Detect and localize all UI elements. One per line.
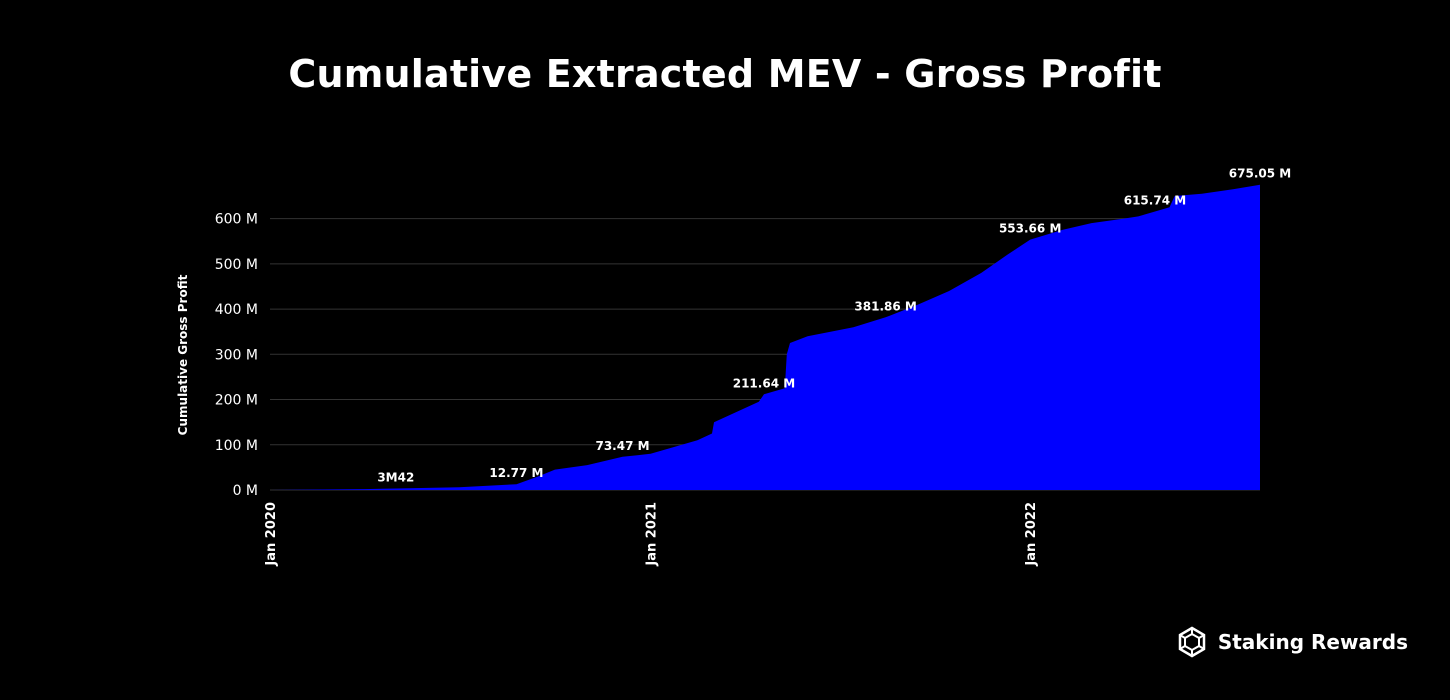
x-tick-label: Jan 2021 — [645, 502, 660, 567]
y-tick-label: 400 M — [215, 302, 258, 318]
data-label: 615.74 M — [1124, 193, 1186, 207]
data-label: 12.77 M — [489, 466, 543, 480]
x-axis-ticks: Jan 2020 Jan 2021 Jan 2022 — [264, 502, 1039, 567]
x-tick-label: Jan 2020 — [264, 502, 279, 567]
data-labels: 3M42 12.77 M 73.47 M 211.64 M 381.86 M 553.66… — [377, 167, 1291, 485]
data-label: 73.47 M — [595, 439, 649, 453]
brand-logo: Staking Rewards — [1176, 626, 1408, 658]
y-tick-label: 200 M — [215, 393, 258, 409]
data-label: 3M42 — [377, 470, 414, 484]
data-label: 381.86 M — [854, 299, 916, 313]
data-label: 675.05 M — [1229, 167, 1291, 181]
chart-title: Cumulative Extracted MEV - Gross Profit — [288, 52, 1162, 96]
brand-name: Staking Rewards — [1217, 630, 1408, 654]
area-fill — [270, 184, 1260, 490]
y-axis-label: Cumulative Gross Profit — [176, 274, 190, 435]
area-series — [270, 184, 1260, 490]
y-tick-label: 600 M — [215, 212, 258, 228]
data-label: 553.66 M — [999, 222, 1061, 236]
staking-rewards-logo-icon — [1176, 626, 1208, 658]
data-label: 211.64 M — [733, 376, 795, 390]
y-tick-label: 500 M — [215, 257, 258, 273]
y-tick-label: 100 M — [215, 438, 258, 454]
y-tick-label: 300 M — [215, 347, 258, 363]
y-tick-label: 0 M — [233, 483, 258, 499]
y-axis-ticks: 0 M 100 M 200 M 300 M 400 M 500 M 600 M — [215, 212, 258, 499]
x-tick-label: Jan 2022 — [1024, 502, 1039, 567]
